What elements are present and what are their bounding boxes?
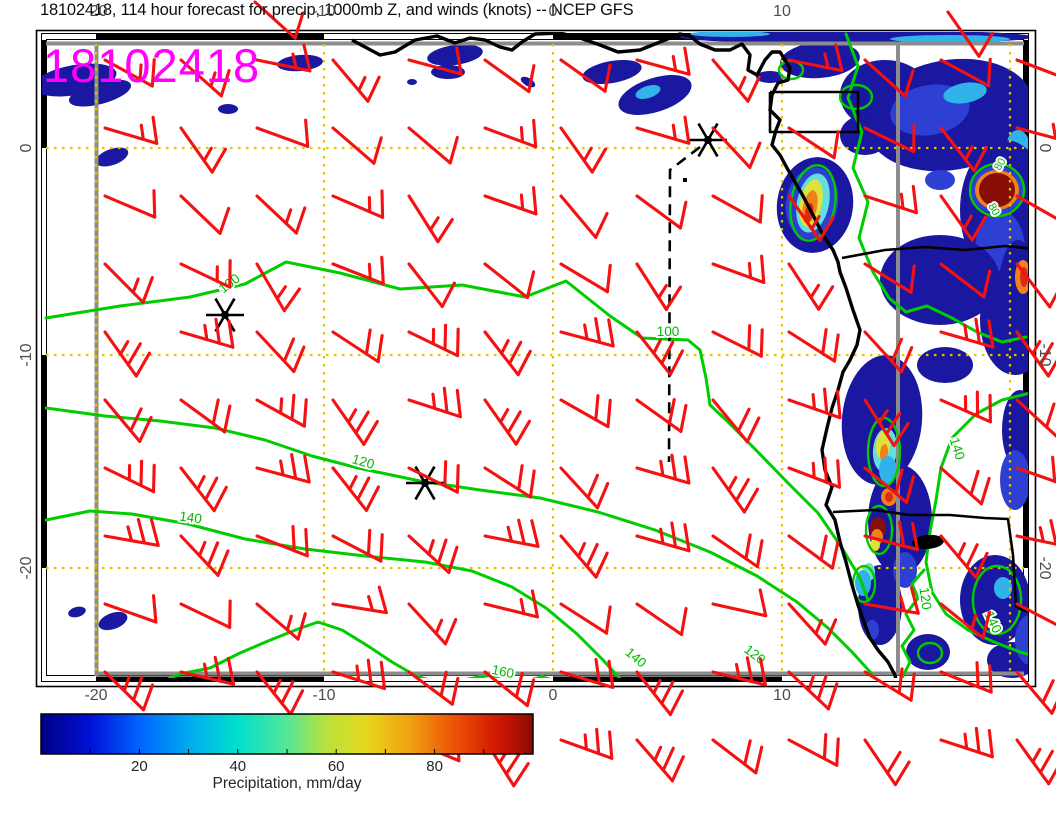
x-tick-label-bottom: -20 [84, 687, 108, 704]
x-tick-label-top: 10 [773, 3, 791, 20]
svg-text:120: 120 [916, 586, 934, 610]
colorbar-tick-label: 40 [229, 758, 247, 775]
x-tick-label-bottom: 10 [773, 687, 791, 704]
colorbar-tick-label: 80 [426, 758, 443, 775]
init-cycle-stamp: 18102418 [43, 39, 261, 92]
storm-asterisk-marker [206, 297, 244, 333]
y-tick-label-right: -20 [1036, 556, 1053, 580]
page-title: 18102418, 114 hour forecast for precip, … [40, 1, 634, 19]
y-tick-label-right: -10 [1036, 343, 1053, 367]
storm-asterisk-marker [689, 122, 727, 158]
y-tick-label-left: -10 [18, 343, 35, 367]
x-tick-label-top: 0 [548, 3, 558, 20]
x-tick-label-bottom: -10 [312, 687, 336, 704]
precip-colorbar [40, 713, 534, 755]
y-tick-label-left: -20 [18, 556, 35, 580]
y-tick-label-left: 0 [18, 143, 35, 153]
x-tick-label-bottom: 0 [548, 687, 558, 704]
colorbar-caption: Precipitation, mm/day [212, 775, 362, 792]
colorbar-tick-label: 60 [327, 758, 345, 775]
wind-barbs [103, 0, 1056, 788]
coastline-borders [351, 32, 1028, 678]
x-tick-label-top: -20 [84, 3, 108, 20]
svg-text:140: 140 [178, 509, 202, 527]
colorbar-tick-label: 20 [131, 758, 148, 775]
svg-text:160: 160 [490, 662, 515, 681]
svg-text:100: 100 [657, 324, 680, 339]
storm-track-dashed-line [667, 145, 701, 463]
x-tick-label-top: -10 [312, 3, 336, 20]
y-tick-label-right: 0 [1036, 143, 1053, 153]
